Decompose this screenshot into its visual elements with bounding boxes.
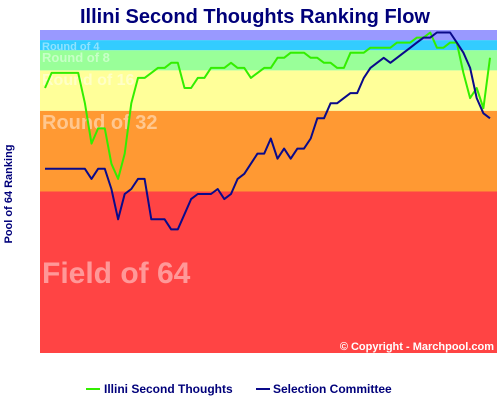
series-lines — [44, 31, 491, 231]
band-2 — [40, 70, 497, 111]
band-1 — [40, 110, 497, 192]
band-3 — [40, 50, 497, 71]
band-4 — [40, 40, 497, 51]
series-line-0 — [44, 31, 491, 180]
band-label-4: Round of 4 — [42, 41, 100, 53]
band-label-1: Round of 32 — [42, 112, 158, 134]
band-label-0: Field of 64 — [42, 257, 191, 290]
legend-label-illini: Illini Second Thoughts — [104, 382, 233, 396]
band-label-3: Round of 8 — [42, 50, 110, 65]
chart-title: Illini Second Thoughts Ranking Flow — [80, 6, 430, 28]
copyright-text: © Copyright - Marchpool.com — [340, 341, 494, 353]
y-axis-label: Pool of 64 Ranking — [3, 144, 15, 243]
ranking-bands — [40, 30, 497, 353]
band-0 — [40, 191, 497, 353]
legend: Illini Second Thoughts Selection Committ… — [86, 382, 392, 396]
ranking-band-labels: Field of 64 Round of 32 Round of 16 Round o… — [42, 41, 191, 290]
band-label-2: Round of 16 — [42, 72, 135, 89]
band-5 — [40, 30, 497, 41]
series-line-1 — [45, 31, 491, 231]
legend-label-committee: Selection Committee — [273, 382, 392, 396]
